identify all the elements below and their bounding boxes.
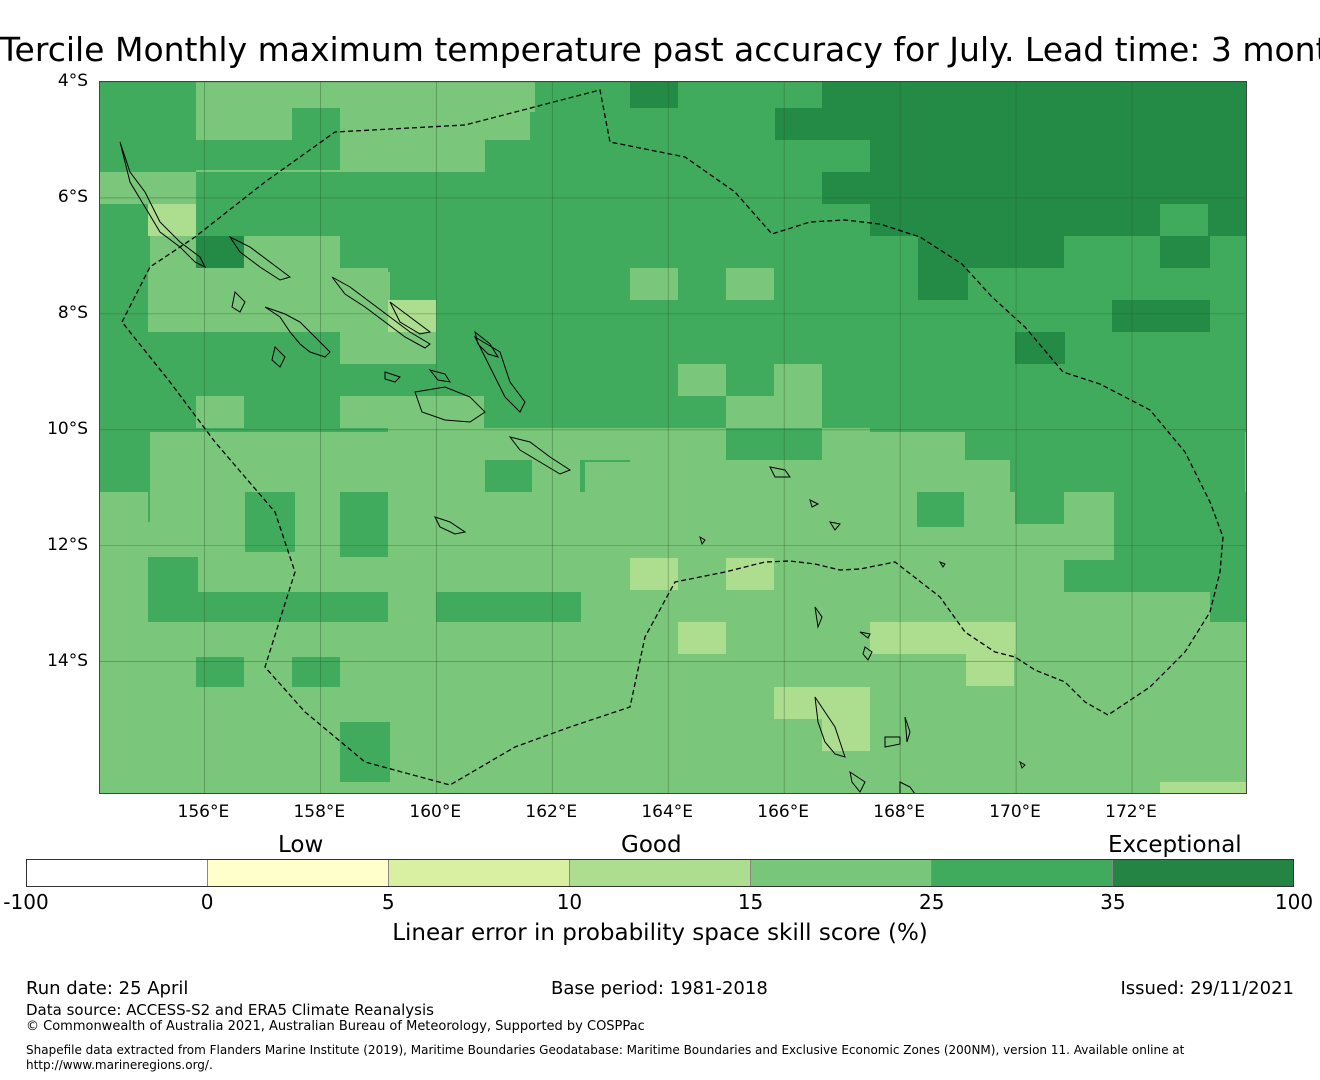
legend-category-exceptional: Exceptional bbox=[1108, 832, 1242, 858]
base-period: Base period: 1981-2018 bbox=[551, 978, 768, 999]
lon-tick-label: 158°E bbox=[293, 802, 346, 822]
colorbar bbox=[26, 859, 1294, 887]
colorbar-tick-label: 5 bbox=[381, 890, 395, 914]
copyright: © Commonwealth of Australia 2021, Austra… bbox=[26, 1019, 645, 1034]
low-skill-cells bbox=[148, 204, 1246, 793]
shapefile-credit-line2: http://www.marineregions.org/. bbox=[26, 1058, 213, 1072]
colorbar-tick-label: 10 bbox=[556, 890, 583, 914]
colorbar-segment bbox=[751, 860, 932, 886]
colorbar-tick-label: 15 bbox=[737, 890, 764, 914]
lon-tick-label: 168°E bbox=[873, 802, 925, 822]
lon-tick-label: 166°E bbox=[757, 802, 809, 822]
lon-tick-label: 156°E bbox=[177, 802, 230, 822]
lon-tick-label: 164°E bbox=[641, 802, 694, 822]
eez-boundary bbox=[121, 89, 1224, 786]
colorbar-segment bbox=[208, 860, 389, 886]
lat-tick-label: 10°S bbox=[47, 418, 88, 439]
colorbar-tick-label: 100 bbox=[1274, 890, 1314, 914]
colorbar-tick-label: 25 bbox=[918, 890, 945, 914]
legend-category-good: Good bbox=[621, 832, 682, 858]
coastlines bbox=[119, 141, 1026, 793]
medium-skill-cells bbox=[100, 82, 1246, 793]
map-title: Tercile Monthly maximum temperature past… bbox=[0, 30, 1320, 69]
colorbar-tick-label: 0 bbox=[200, 890, 214, 914]
colorbar-segment bbox=[570, 860, 751, 886]
skill-map bbox=[99, 81, 1247, 794]
skill-map-canvas bbox=[100, 82, 1246, 793]
lon-tick-label: 170°E bbox=[989, 802, 1041, 822]
legend-category-low: Low bbox=[278, 832, 324, 858]
dark-skill-cells bbox=[196, 82, 1246, 793]
lat-tick-label: 4°S bbox=[57, 71, 88, 91]
colorbar-segment bbox=[27, 860, 208, 886]
colorbar-segment bbox=[932, 860, 1113, 886]
colorbar-segment bbox=[1113, 860, 1293, 886]
lon-tick-label: 172°E bbox=[1105, 802, 1157, 822]
shapefile-credit-line1: Shapefile data extracted from Flanders M… bbox=[26, 1043, 1185, 1057]
colorbar-segment bbox=[389, 860, 570, 886]
data-source: Data source: ACCESS-S2 and ERA5 Climate … bbox=[26, 1001, 434, 1019]
lon-tick-label: 162°E bbox=[525, 802, 578, 822]
lat-tick-label: 12°S bbox=[47, 534, 88, 555]
run-date: Run date: 25 April bbox=[26, 978, 189, 999]
graticule bbox=[100, 82, 1246, 793]
lon-tick-label: 160°E bbox=[409, 802, 462, 822]
lat-tick-label: 8°S bbox=[57, 302, 88, 323]
issued-date: Issued: 29/11/2021 bbox=[1120, 978, 1294, 999]
colorbar-title: Linear error in probability space skill … bbox=[392, 920, 928, 946]
lat-tick-label: 14°S bbox=[47, 650, 88, 671]
colorbar-tick-label: -100 bbox=[3, 890, 49, 914]
lat-tick-label: 6°S bbox=[57, 186, 88, 207]
colorbar-tick-label: 35 bbox=[1100, 890, 1126, 914]
